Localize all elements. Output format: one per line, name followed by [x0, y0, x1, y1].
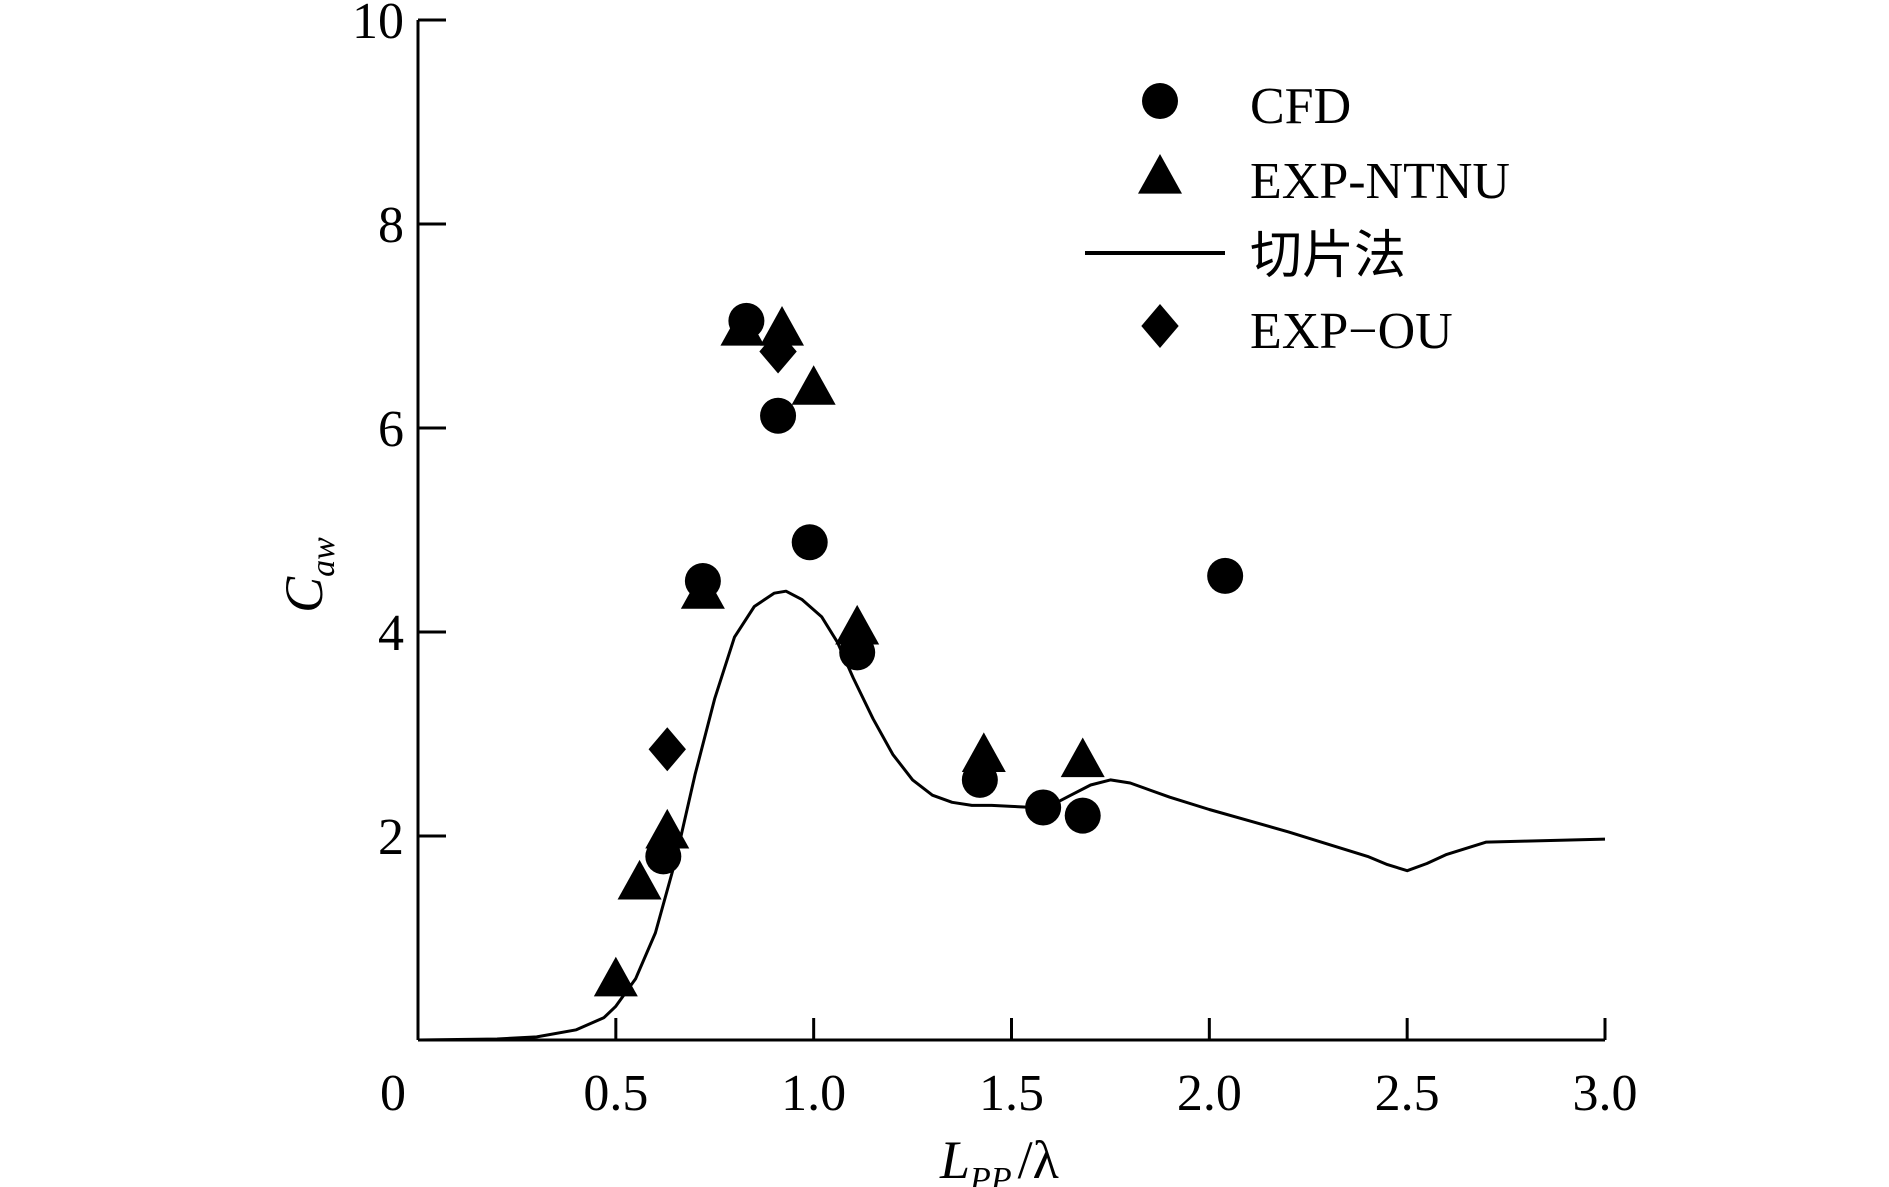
data-point-circle	[1064, 797, 1101, 834]
x-tick-label: 3.0	[1573, 1065, 1638, 1122]
x-axis-label: LPP/λ	[939, 1130, 1059, 1187]
data-point-circle	[1025, 789, 1062, 826]
y-tick-label: 4	[378, 605, 404, 662]
y-tick-label: 8	[378, 197, 404, 254]
data-point-triangle	[760, 306, 805, 346]
data-point-triangle	[835, 604, 880, 645]
y-axis-label: Caw	[274, 537, 342, 613]
legend-marker-triangle	[1138, 154, 1182, 194]
data-point-triangle	[791, 365, 836, 405]
data-point-triangle	[1060, 737, 1105, 778]
data-point-triangle	[720, 306, 765, 346]
data-point-triangle	[645, 808, 690, 849]
y-tick-label: 10	[352, 0, 404, 50]
legend-marker-circle	[1142, 83, 1178, 119]
x-axis-ticks: 0 0.5 1.0 1.5 2.0 2.5 3.0	[380, 1018, 1638, 1122]
y-tick-label: 6	[378, 401, 404, 458]
data-point-triangle	[961, 732, 1006, 772]
data-point-diamond	[648, 727, 686, 772]
data-point-triangle	[593, 956, 638, 997]
legend-label: EXP−OU	[1250, 303, 1453, 360]
x-tick-label: 2.0	[1177, 1065, 1242, 1122]
legend-label: EXP-NTNU	[1250, 153, 1510, 210]
data-point-circle	[760, 397, 797, 434]
x-axis-label-suffix: /λ	[1018, 1130, 1059, 1187]
x-tick-label: 0	[380, 1065, 406, 1122]
x-tick-label: 1.0	[781, 1065, 846, 1122]
legend-label: CFD	[1250, 78, 1351, 135]
data-point-triangle	[617, 859, 662, 900]
legend-marker-diamond	[1141, 304, 1179, 348]
series-line-slice-method	[417, 589, 1606, 1042]
legend-label: 切片法	[1250, 228, 1406, 285]
x-tick-label: 1.5	[979, 1065, 1044, 1122]
data-point-circle	[791, 524, 828, 561]
x-tick-label: 2.5	[1375, 1065, 1440, 1122]
y-axis-label-group: Caw	[274, 537, 342, 613]
y-axis-ticks: 2 4 6 8 10	[352, 0, 446, 866]
legend: CFD EXP-NTNU 切片法 EXP−OU	[1085, 78, 1510, 360]
x-axis-label-sub: PP	[969, 1161, 1012, 1187]
data-point-triangle	[680, 569, 725, 609]
data-point-diamond	[759, 329, 797, 374]
y-axis-label-main: C	[274, 576, 334, 613]
x-tick-label: 0.5	[583, 1065, 648, 1122]
y-axis-label-sub: aw	[305, 537, 342, 577]
plot-area	[417, 302, 1606, 1042]
data-point-circle	[1207, 557, 1244, 594]
x-axis-label-main: L	[939, 1130, 970, 1187]
y-tick-label: 2	[378, 809, 404, 866]
